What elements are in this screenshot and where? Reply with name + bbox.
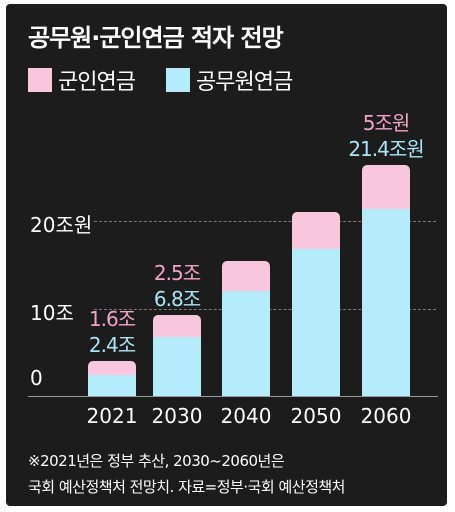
y-tick-label: 20조원 [30, 213, 93, 237]
bar-civil-2050 [292, 249, 340, 396]
legend-swatch-military [28, 68, 52, 92]
bar-military-2050 [292, 212, 340, 249]
data-label-civil-2030: 6.8조 [153, 286, 201, 311]
data-label-civil-2021: 2.4조 [88, 333, 136, 357]
bar-civil-2060 [362, 208, 410, 396]
bar-civil-2021 [88, 375, 136, 396]
legend-swatch-civil [166, 68, 190, 92]
legend-label-military: 군인연금 [58, 70, 136, 95]
footnote-line-2: 국회 예산정책처 전망치. 자료=정부·국회 예산정책처 [28, 478, 345, 496]
gridline [94, 221, 436, 222]
x-axis-line [28, 396, 438, 397]
bar-military-2021 [88, 361, 136, 375]
bar-military-2040 [222, 261, 270, 291]
bar-military-2030 [153, 314, 201, 337]
data-label-military-2021: 1.6조 [88, 307, 136, 331]
legend-item-military: 군인연금 [28, 64, 136, 96]
data-label-civil-2060: 21.4조원 [348, 137, 424, 161]
x-tick-label: 2060 [360, 404, 412, 428]
x-tick-label: 2021 [86, 404, 138, 428]
x-tick-label: 2040 [220, 404, 272, 428]
chart-title: 공무원·군인연금 적자 전망 [28, 24, 284, 52]
data-label-military-2030: 2.5조 [153, 260, 201, 285]
legend-item-civil: 공무원연금 [166, 64, 293, 96]
y-tick-label: 10조 [30, 300, 74, 325]
y-tick-label: 0 [30, 366, 43, 390]
bar-civil-2040 [222, 291, 270, 396]
legend-label-civil: 공무원연금 [196, 70, 293, 95]
x-tick-label: 2050 [290, 404, 342, 428]
data-label-military-2060: 5조원 [362, 111, 411, 135]
x-tick-label: 2030 [151, 404, 203, 428]
footnote-line-1: ※2021년은 정부 추산, 2030~2060년은 [28, 452, 285, 470]
chart-panel: 공무원·군인연금 적자 전망 군인연금 공무원연금 0 10조 20조원 2021 2.… [6, 4, 447, 506]
bar-military-2060 [362, 165, 410, 209]
bar-civil-2030 [153, 336, 201, 396]
